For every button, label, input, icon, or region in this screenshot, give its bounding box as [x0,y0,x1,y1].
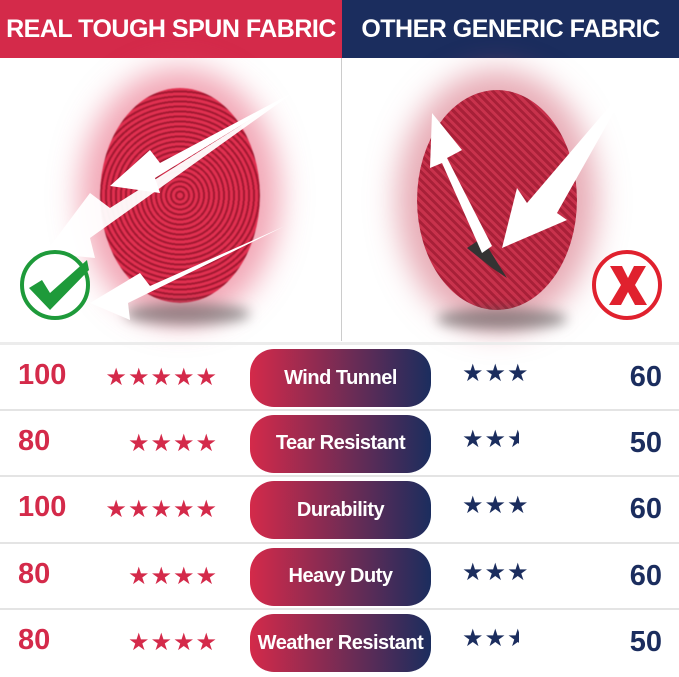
left-score: 80 [18,557,51,590]
star-icon: ★ [127,562,151,590]
right-score: 50 [629,426,662,459]
comparison-row: 80 ★★★★ Tear Resistant ★★★ 50 [0,408,679,476]
left-header: REAL TOUGH SPUN FABRIC [0,0,342,58]
star-icon: ★ [150,364,173,391]
left-score: 80 [18,424,51,457]
star-icon: ★ [172,364,196,391]
comparison-row: 100 ★★★★★ Durability ★★★ 60 [0,475,679,542]
star-icon: ★ [195,429,218,457]
star-icon: ★ [484,360,508,387]
star-icon: ★ [150,429,173,457]
feature-label: Heavy Duty [288,565,393,587]
right-stars: ★★★ [462,425,519,454]
star-icon: ★ [462,360,485,387]
star-icon: ★ [462,558,485,586]
star-icon: ★ [127,364,151,391]
x-circle-icon [592,250,662,320]
half-star-icon: ★ [507,425,520,453]
star-icon: ★ [507,492,530,519]
left-score: 100 [18,491,67,523]
star-icon: ★ [172,496,196,523]
left-stars: ★★★★★ [105,495,218,524]
feature-label: Wind Tunnel [284,366,397,389]
left-header-title: REAL TOUGH SPUN FABRIC [6,14,336,43]
feature-label: Weather Resistant [257,631,424,654]
feature-pill: Tear Resistant [250,414,431,473]
comparison-row: 80 ★★★★ Weather Resistant ★★★ 50 [0,608,679,675]
star-icon: ★ [195,364,218,391]
star-icon: ★ [195,629,218,656]
star-icon: ★ [507,360,530,387]
star-icon: ★ [484,558,508,586]
star-icon: ★ [462,425,485,453]
star-icon: ★ [462,492,485,519]
star-icon: ★ [172,562,196,590]
comparison-table: 100 ★★★★★ Wind Tunnel ★★★ 60 80 ★★★★ Tear Resis… [0,342,679,675]
star-icon: ★ [105,496,128,523]
left-stars: ★★★★ [128,628,218,657]
tough-fabric-image [0,58,341,341]
star-icon: ★ [195,496,218,523]
check-circle-icon [20,250,90,320]
divider [341,58,342,341]
right-stars: ★★★ [462,624,519,653]
feature-pill: Durability [250,481,431,539]
right-header: OTHER GENERIC FABRIC [342,0,679,58]
star-icon: ★ [507,558,530,586]
comparison-row: 100 ★★★★★ Wind Tunnel ★★★ 60 [0,342,679,409]
generic-fabric-image [342,58,679,341]
star-icon: ★ [127,629,151,656]
left-stars: ★★★★★ [105,363,218,392]
feature-pill: Heavy Duty [250,547,431,606]
right-score: 50 [629,626,662,658]
left-stars: ★★★★ [128,562,218,591]
star-icon: ★ [462,625,485,652]
star-icon: ★ [105,364,128,391]
right-stars: ★★★ [462,491,530,520]
star-icon: ★ [150,629,173,656]
half-star-icon: ★ [507,625,520,652]
right-header-title: OTHER GENERIC FABRIC [361,14,660,43]
feature-pill: Wind Tunnel [250,349,431,407]
right-score: 60 [629,493,662,525]
left-score: 80 [18,624,51,656]
star-icon: ★ [484,425,508,453]
star-icon: ★ [172,429,196,457]
right-stars: ★★★ [462,558,530,587]
feature-label: Tear Resistant [275,432,406,454]
feature-label: Durability [296,498,385,521]
feature-pill: Weather Resistant [250,614,431,672]
star-icon: ★ [127,496,151,523]
left-score: 100 [18,359,67,391]
left-stars: ★★★★ [128,429,218,458]
star-icon: ★ [127,429,151,457]
star-icon: ★ [150,562,173,590]
comparison-row: 80 ★★★★ Heavy Duty ★★★ 60 [0,541,679,609]
star-icon: ★ [195,562,218,590]
star-icon: ★ [172,629,196,656]
star-icon: ★ [484,492,508,519]
star-icon: ★ [150,496,173,523]
right-stars: ★★★ [462,359,530,388]
right-score: 60 [629,559,662,592]
star-icon: ★ [484,625,508,652]
right-score: 60 [629,361,662,393]
